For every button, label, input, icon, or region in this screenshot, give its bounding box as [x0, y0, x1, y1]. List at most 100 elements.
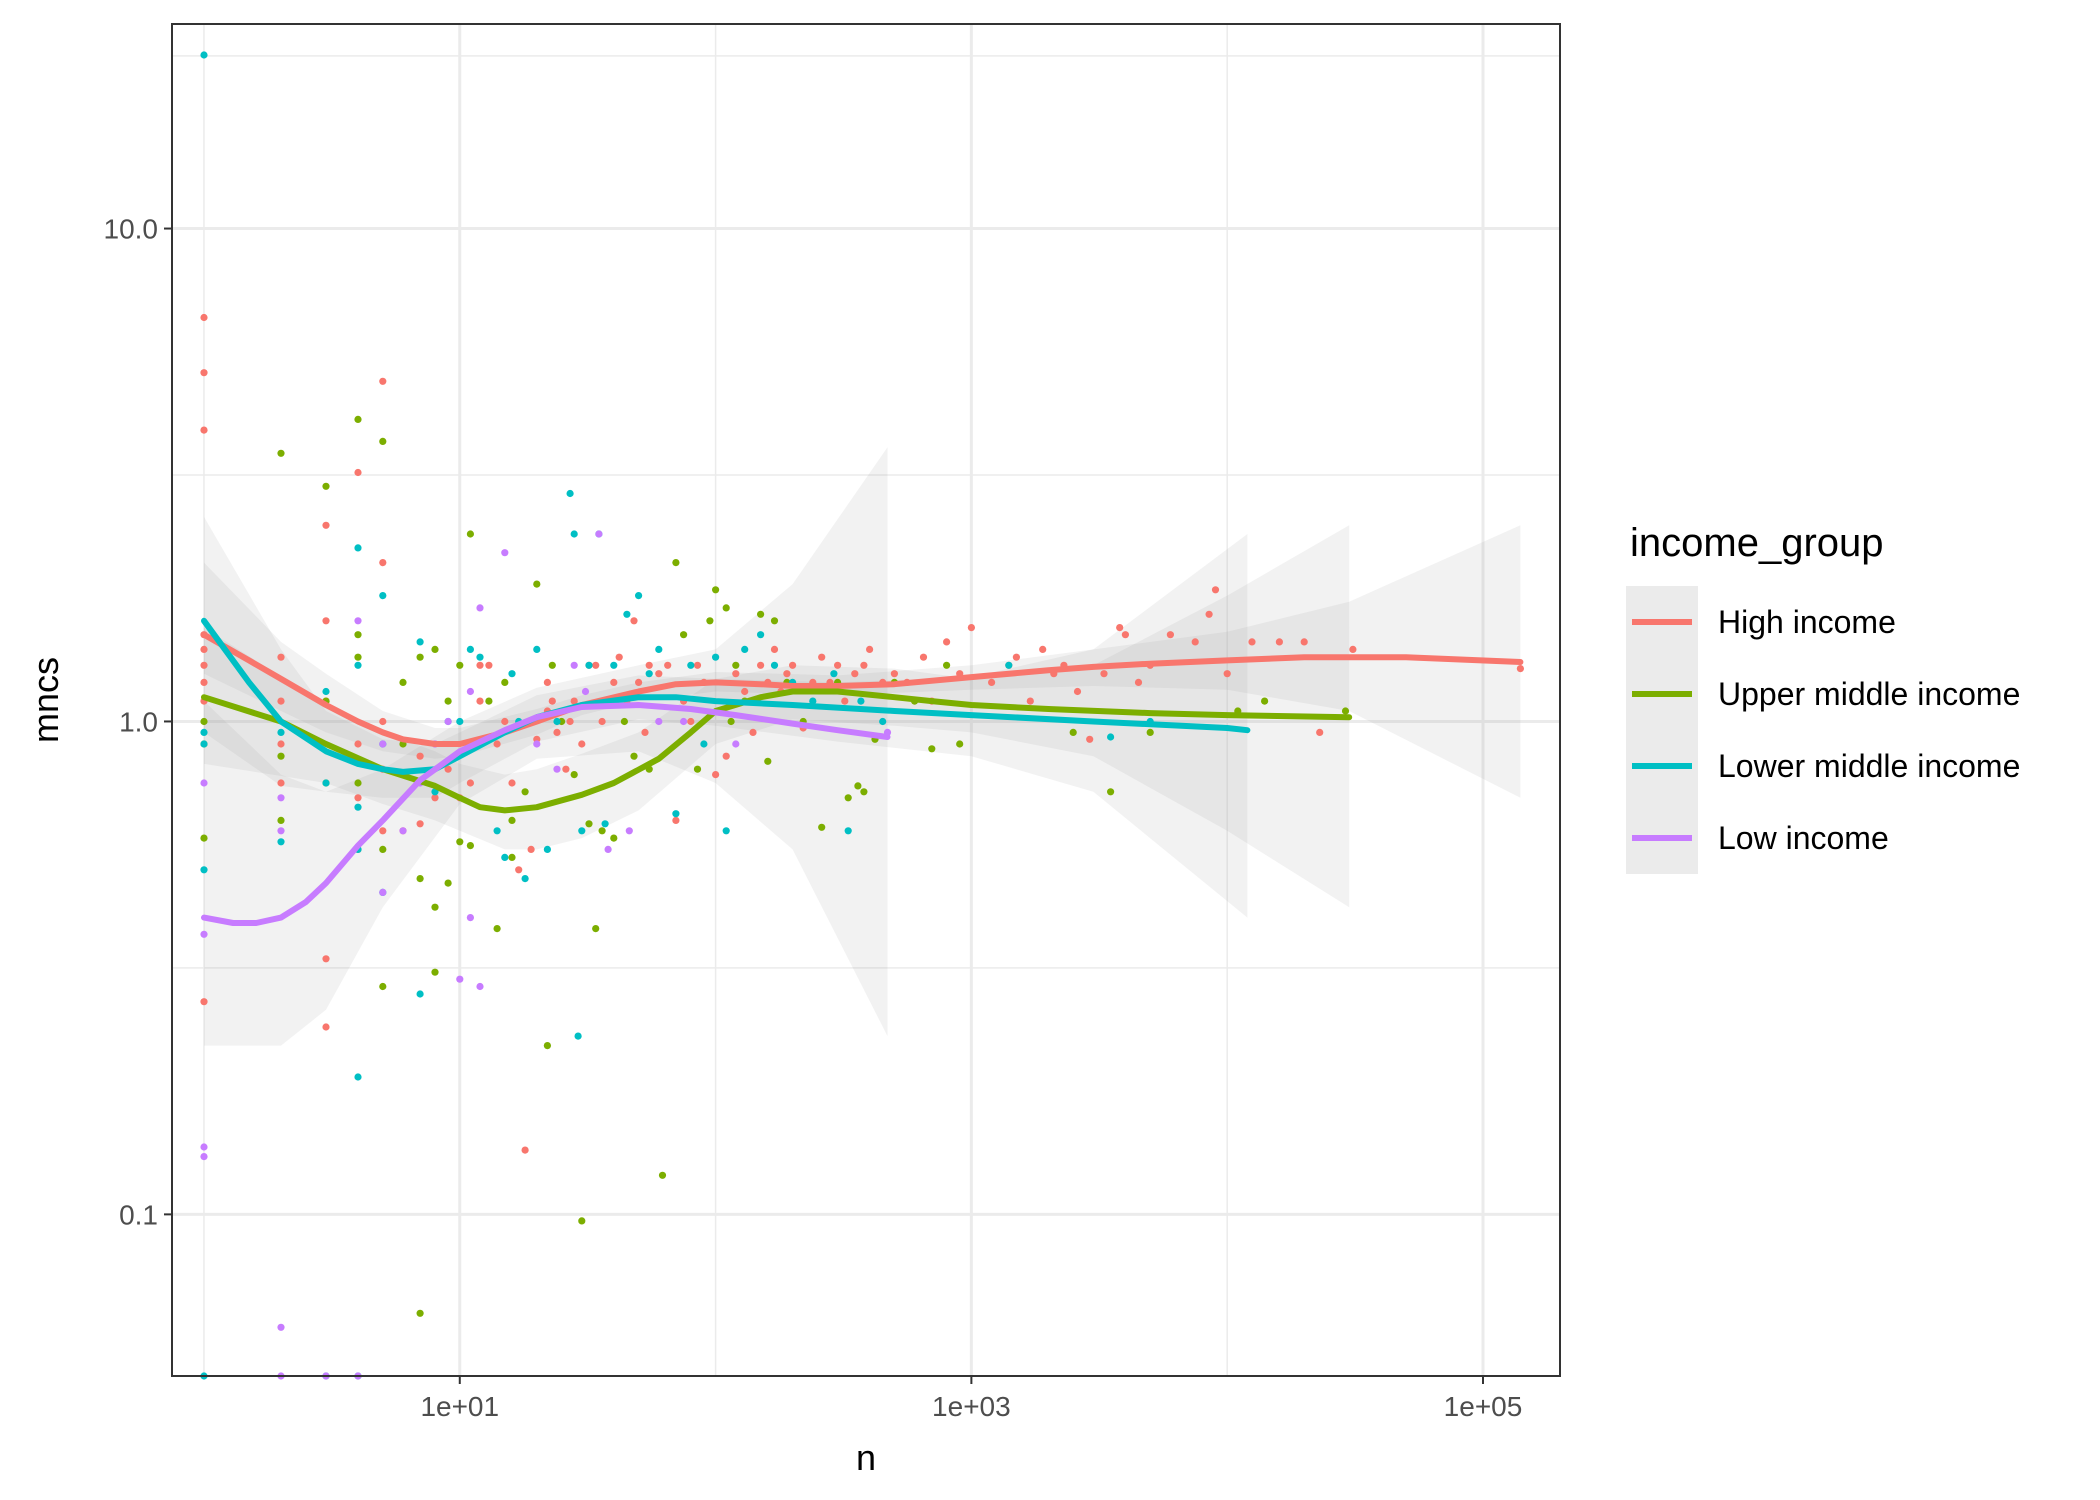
point-lower-middle-income [322, 779, 330, 787]
point-upper-middle-income [200, 834, 208, 842]
point-high-income [416, 752, 424, 760]
point-high-income [322, 521, 330, 529]
point-upper-middle-income [956, 740, 964, 748]
point-high-income [322, 617, 330, 625]
point-high-income [741, 687, 749, 696]
point-upper-middle-income [672, 559, 680, 567]
point-low-income [476, 604, 484, 612]
point-low-income [200, 1153, 208, 1161]
point-upper-middle-income [1341, 707, 1350, 715]
point-upper-middle-income [727, 717, 735, 726]
point-lower-middle-income [844, 827, 852, 835]
point-high-income [493, 740, 501, 748]
point-low-income [379, 888, 387, 897]
point-lower-middle-income [645, 670, 653, 678]
point-low-income [732, 740, 740, 748]
point-upper-middle-income [1107, 788, 1115, 796]
ribbon-upper-middle-income [204, 525, 1350, 908]
point-upper-middle-income [680, 631, 688, 639]
point-lower-middle-income [1005, 661, 1013, 669]
point-lower-middle-income [354, 803, 362, 811]
point-upper-middle-income [354, 779, 362, 787]
point-lower-middle-income [809, 697, 817, 705]
point-high-income [967, 624, 976, 632]
point-lower-middle-income [1107, 733, 1115, 741]
point-upper-middle-income [456, 661, 464, 669]
plot-panel [172, 24, 1560, 1376]
point-upper-middle-income [508, 853, 516, 862]
point-high-income [379, 559, 387, 567]
point-upper-middle-income [322, 482, 330, 490]
point-upper-middle-income [844, 794, 852, 802]
point-upper-middle-income [466, 842, 474, 850]
point-high-income [277, 740, 285, 748]
point-upper-middle-income [277, 752, 285, 760]
point-low-income [581, 687, 590, 696]
point-high-income [615, 653, 623, 661]
point-low-income [595, 530, 603, 538]
legend: income_group High income Upper middle inc… [1626, 521, 2020, 874]
point-high-income [1026, 697, 1034, 705]
point-high-income [919, 653, 928, 661]
point-low-income [501, 549, 509, 557]
point-high-income [508, 779, 516, 787]
point-high-income [988, 678, 996, 687]
point-high-income [712, 771, 720, 779]
point-upper-middle-income [277, 449, 285, 457]
point-lower-middle-income [770, 661, 779, 669]
point-low-income [604, 845, 612, 854]
point-high-income [431, 794, 439, 802]
point-upper-middle-income [416, 875, 424, 883]
point-low-income [277, 827, 285, 835]
point-lower-middle-income [570, 530, 578, 538]
point-upper-middle-income [630, 752, 638, 760]
point-high-income [379, 717, 387, 726]
point-high-income [1121, 631, 1129, 639]
point-high-income [664, 661, 672, 669]
point-high-income [943, 638, 951, 646]
point-low-income [456, 975, 464, 983]
point-high-income [890, 670, 899, 678]
point-low-income [625, 827, 633, 835]
point-upper-middle-income [416, 1309, 424, 1317]
point-high-income [783, 670, 791, 678]
point-upper-middle-income [757, 610, 765, 618]
point-upper-middle-income [431, 645, 439, 654]
y-tick-label: 1.0 [119, 706, 158, 737]
point-upper-middle-income [592, 925, 600, 933]
point-high-income [1166, 631, 1174, 639]
point-high-income [1100, 670, 1108, 678]
point-lower-middle-income [277, 728, 285, 737]
point-high-income [1248, 638, 1256, 646]
point-high-income [578, 740, 586, 748]
point-upper-middle-income [431, 968, 439, 976]
point-lower-middle-income [493, 827, 501, 835]
point-low-income [200, 930, 208, 938]
point-low-income [476, 982, 484, 991]
point-upper-middle-income [570, 771, 578, 779]
point-high-income [722, 752, 730, 760]
point-upper-middle-income [928, 745, 936, 753]
point-high-income [379, 827, 387, 835]
point-lower-middle-income [655, 645, 663, 654]
point-high-income [200, 678, 208, 687]
point-high-income [277, 697, 285, 705]
point-lower-middle-income [712, 653, 720, 661]
point-high-income [1086, 735, 1094, 743]
point-upper-middle-income [578, 1217, 586, 1225]
point-high-income [818, 653, 826, 661]
point-lower-middle-income [601, 820, 609, 828]
point-high-income [562, 765, 570, 773]
point-lower-middle-income [277, 838, 285, 846]
legend-title: income_group [1630, 521, 1884, 565]
point-high-income [277, 779, 285, 787]
point-high-income [553, 728, 561, 737]
point-high-income [200, 661, 208, 669]
point-upper-middle-income [533, 580, 541, 588]
point-high-income [592, 661, 600, 669]
point-upper-middle-income [466, 530, 474, 538]
point-lower-middle-income [508, 670, 516, 678]
point-upper-middle-income [712, 586, 720, 594]
point-high-income [200, 645, 208, 654]
